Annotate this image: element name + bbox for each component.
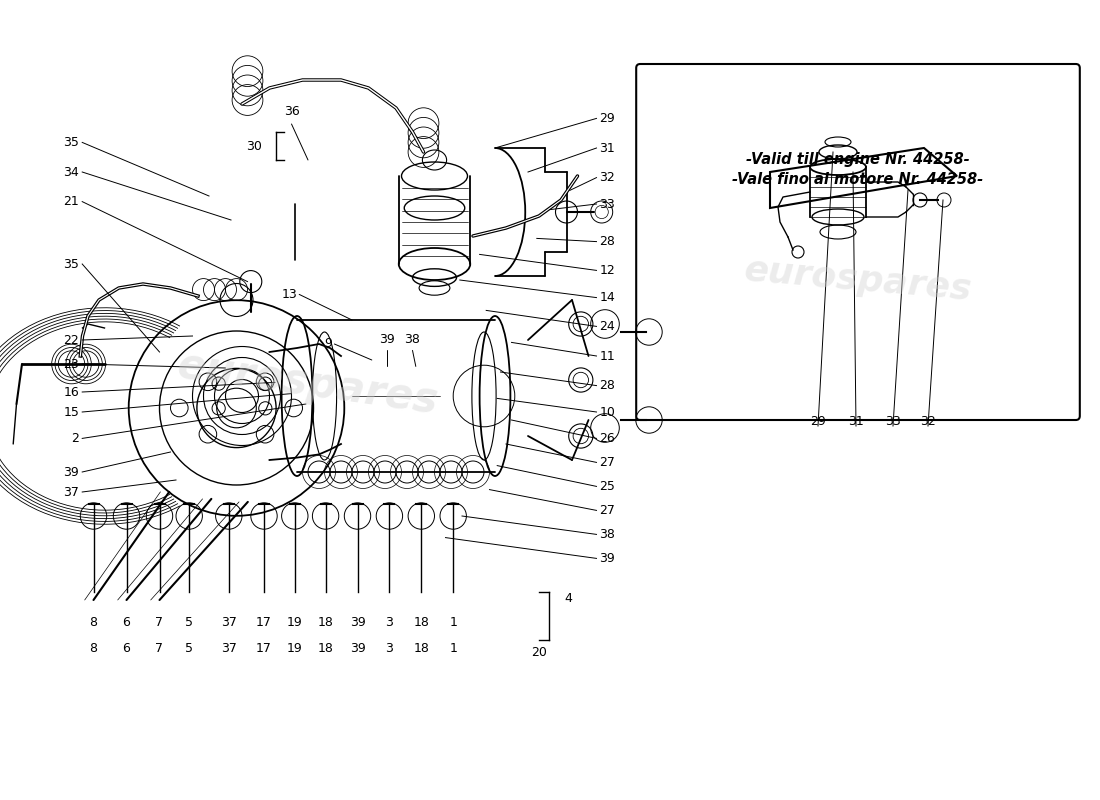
Text: 39: 39 — [64, 466, 79, 478]
Text: 9: 9 — [324, 338, 332, 350]
Text: 32: 32 — [920, 415, 936, 428]
Text: 28: 28 — [600, 379, 615, 392]
Text: 39: 39 — [350, 642, 365, 654]
Text: 3: 3 — [385, 616, 394, 629]
Text: 39: 39 — [600, 552, 615, 565]
Text: 15: 15 — [64, 406, 79, 418]
Text: 37: 37 — [64, 486, 79, 498]
Text: 26: 26 — [600, 432, 615, 445]
Text: 20: 20 — [531, 646, 547, 659]
Text: 33: 33 — [600, 198, 615, 210]
Text: 12: 12 — [600, 264, 615, 277]
Text: 25: 25 — [600, 480, 615, 493]
Text: 31: 31 — [848, 415, 864, 428]
Text: 10: 10 — [600, 406, 615, 418]
Text: eurospares: eurospares — [175, 345, 441, 423]
Text: -Valid till engine Nr. 44258-: -Valid till engine Nr. 44258- — [746, 152, 970, 167]
Text: 35: 35 — [64, 136, 79, 149]
Text: 23: 23 — [64, 358, 79, 370]
Text: 6: 6 — [122, 616, 131, 629]
Text: 30: 30 — [246, 140, 262, 153]
Text: 38: 38 — [600, 528, 615, 541]
Text: 28: 28 — [600, 235, 615, 248]
Text: 4: 4 — [564, 592, 572, 605]
Text: 5: 5 — [185, 642, 194, 654]
Text: 5: 5 — [185, 616, 194, 629]
Text: 38: 38 — [405, 333, 420, 346]
Text: 37: 37 — [221, 616, 236, 629]
Text: 36: 36 — [284, 106, 299, 118]
Text: 37: 37 — [221, 642, 236, 654]
Text: 2: 2 — [72, 432, 79, 445]
Text: 19: 19 — [287, 616, 303, 629]
Text: 8: 8 — [89, 642, 98, 654]
Text: 18: 18 — [318, 616, 333, 629]
Text: 29: 29 — [600, 112, 615, 125]
Text: 3: 3 — [385, 642, 394, 654]
Text: 27: 27 — [600, 456, 615, 469]
Text: 7: 7 — [155, 642, 164, 654]
Text: 6: 6 — [122, 642, 131, 654]
Text: 34: 34 — [64, 166, 79, 178]
Text: 1: 1 — [449, 642, 458, 654]
Text: 39: 39 — [350, 616, 365, 629]
Text: 14: 14 — [600, 291, 615, 304]
Text: 31: 31 — [600, 142, 615, 154]
Text: 32: 32 — [600, 171, 615, 184]
Text: 17: 17 — [256, 616, 272, 629]
Text: 19: 19 — [287, 642, 303, 654]
Text: 16: 16 — [64, 386, 79, 398]
Text: 24: 24 — [600, 320, 615, 333]
Text: 39: 39 — [379, 333, 395, 346]
Text: 33: 33 — [886, 415, 901, 428]
Text: 17: 17 — [256, 642, 272, 654]
Text: 18: 18 — [414, 642, 429, 654]
Text: 35: 35 — [64, 258, 79, 270]
Text: 22: 22 — [64, 334, 79, 346]
Text: 21: 21 — [64, 195, 79, 208]
Text: -Vale fino al motore Nr. 44258-: -Vale fino al motore Nr. 44258- — [733, 172, 983, 187]
Text: 7: 7 — [155, 616, 164, 629]
Text: 29: 29 — [810, 415, 826, 428]
Text: eurospares: eurospares — [742, 253, 974, 307]
Text: 18: 18 — [318, 642, 333, 654]
Text: 1: 1 — [449, 616, 458, 629]
Text: 27: 27 — [600, 504, 615, 517]
Text: 18: 18 — [414, 616, 429, 629]
Text: 13: 13 — [282, 288, 297, 301]
Text: 11: 11 — [600, 350, 615, 362]
Text: 8: 8 — [89, 616, 98, 629]
